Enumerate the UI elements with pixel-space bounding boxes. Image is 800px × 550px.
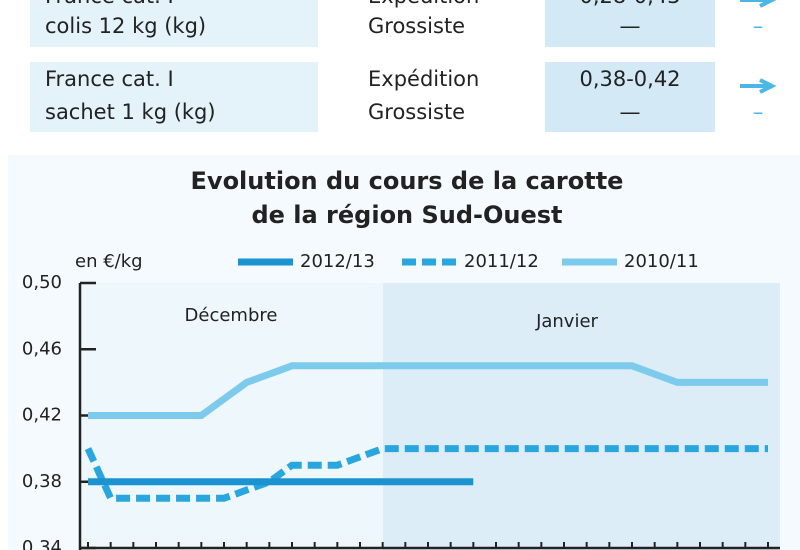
cell-bg (30, 0, 318, 47)
price: 0,38-0,42 (579, 67, 680, 91)
cell-bg (545, 0, 715, 47)
product: France cat. I (45, 67, 174, 91)
series-line (84, 445, 768, 502)
y-tick-label: 0,50 (22, 272, 62, 293)
legend-label: 2011/12 (464, 251, 539, 272)
month-band (383, 283, 780, 550)
y-tick-label: 0,34 (22, 537, 62, 550)
annotation: Janvier (535, 311, 598, 332)
stage: Grossiste (368, 14, 465, 38)
legend-label: 2012/13 (300, 251, 375, 272)
cell-bg (545, 62, 715, 132)
series-line (88, 362, 768, 419)
chart-title: Evolution du cours de la carotte (191, 167, 624, 195)
chart-title: de la région Sud-Ouest (251, 201, 562, 229)
stage: Grossiste (368, 100, 465, 124)
arrow-icon (740, 78, 777, 94)
trend: – (753, 14, 764, 38)
price: 0,28-0,43 (579, 0, 680, 8)
cell-bg (30, 62, 318, 132)
stage: Expédition (368, 67, 479, 91)
annotation: Décembre (185, 305, 278, 326)
y-tick-label: 0,38 (22, 471, 62, 492)
price: — (620, 14, 641, 38)
stage: Expédition (368, 0, 479, 8)
y-tick-label: 0,46 (22, 338, 62, 359)
arrow-icon (740, 0, 777, 8)
price: — (620, 100, 641, 124)
product: colis 12 kg (kg) (45, 14, 206, 38)
y-axis-label: en €/kg (75, 251, 143, 272)
product: sachet 1 kg (kg) (45, 100, 216, 124)
legend-label: 2010/11 (624, 251, 699, 272)
trend: – (753, 100, 764, 124)
product: France cat. I (45, 0, 174, 8)
y-tick-label: 0,42 (22, 405, 62, 426)
